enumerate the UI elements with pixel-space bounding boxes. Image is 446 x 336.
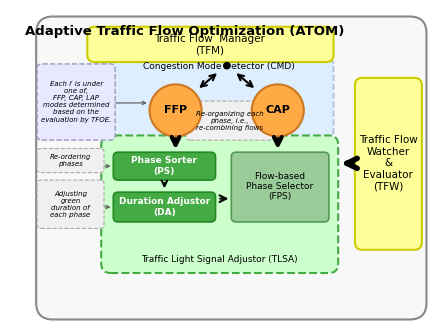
Text: Phase Sorter
(PS): Phase Sorter (PS) <box>132 157 198 176</box>
FancyBboxPatch shape <box>355 78 422 250</box>
Text: Duration Adjustor
(DA): Duration Adjustor (DA) <box>119 197 210 217</box>
Text: Each iⁱ is under
one of,
FFP, CAP, LAP
modes determined
based on the
evaluation : Each iⁱ is under one of, FFP, CAP, LAP m… <box>41 81 112 123</box>
FancyBboxPatch shape <box>101 135 338 273</box>
FancyBboxPatch shape <box>37 149 104 173</box>
Text: Congestion Mode Detector (CMD): Congestion Mode Detector (CMD) <box>143 62 295 71</box>
FancyBboxPatch shape <box>87 27 334 62</box>
Circle shape <box>149 84 202 136</box>
FancyBboxPatch shape <box>113 192 215 222</box>
Text: Traffic Light Signal Adjustor (TLSA): Traffic Light Signal Adjustor (TLSA) <box>141 255 297 264</box>
Text: Traffic Flow  Manager
(TFM): Traffic Flow Manager (TFM) <box>154 34 265 55</box>
Circle shape <box>252 84 304 136</box>
FancyBboxPatch shape <box>186 101 273 140</box>
FancyBboxPatch shape <box>36 16 426 320</box>
FancyBboxPatch shape <box>37 180 104 228</box>
Text: Re-ordering
phases: Re-ordering phases <box>50 154 91 167</box>
Text: FFP: FFP <box>164 106 187 115</box>
FancyBboxPatch shape <box>106 56 334 140</box>
Text: Adaptive Traffic Flow Optimization (ATOM): Adaptive Traffic Flow Optimization (ATOM… <box>25 25 345 38</box>
Text: Flow-based
Phase Selector
(FPS): Flow-based Phase Selector (FPS) <box>246 172 313 202</box>
Text: Adjusting
green
duration of
each phase: Adjusting green duration of each phase <box>50 191 91 218</box>
Text: CAP: CAP <box>265 106 290 115</box>
FancyBboxPatch shape <box>37 64 115 140</box>
FancyBboxPatch shape <box>113 152 215 180</box>
Text: Re-organizing each
phase, i.e.,
re-combining flows: Re-organizing each phase, i.e., re-combi… <box>196 111 263 131</box>
Text: Traffic Flow
Watcher
&
Evaluator
(TFW): Traffic Flow Watcher & Evaluator (TFW) <box>359 135 418 192</box>
FancyBboxPatch shape <box>231 152 329 222</box>
Circle shape <box>223 62 231 70</box>
